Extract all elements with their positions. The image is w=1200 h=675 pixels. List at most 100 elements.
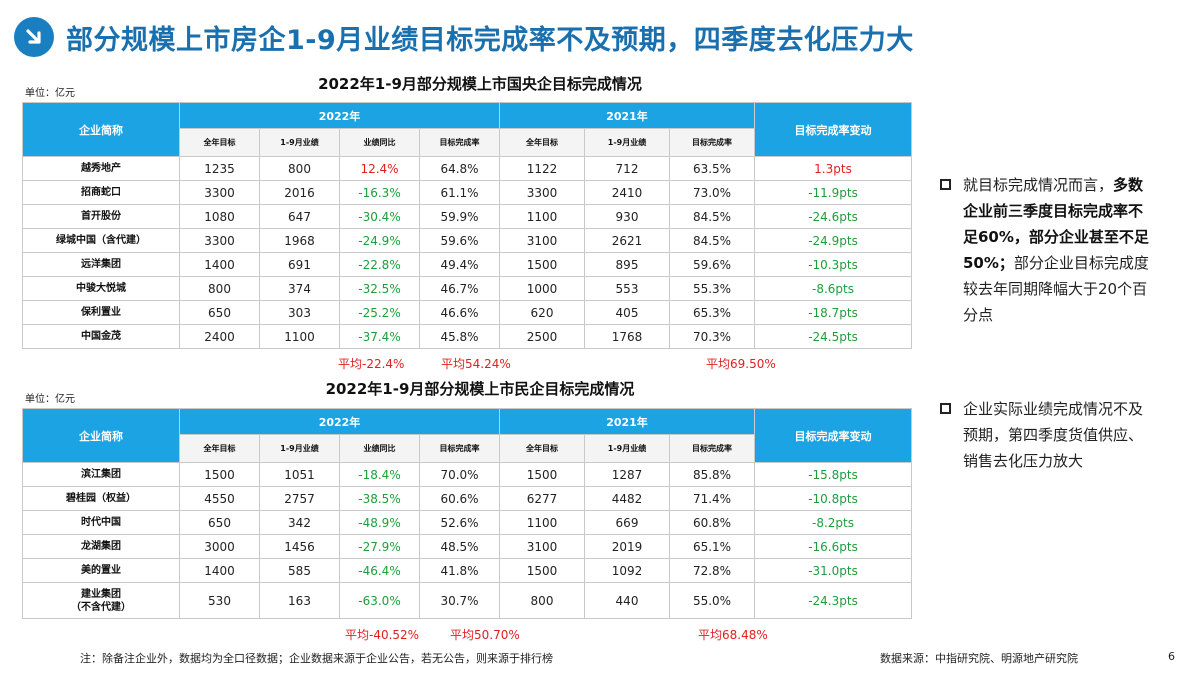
sales-2022: 1100 [259, 324, 340, 349]
sales-yoy: -48.9% [339, 510, 420, 535]
target-2022: 1235 [179, 156, 260, 181]
sales-2022: 2016 [259, 180, 340, 205]
company-name: 碧桂园（权益） [22, 486, 180, 511]
subheader-2021: 目标完成率 [668, 128, 756, 157]
company-name: 首开股份 [22, 204, 180, 229]
company-name-text: 远洋集团 [81, 259, 121, 270]
sales-2021: 895 [584, 252, 670, 277]
sales-2021: 405 [584, 300, 670, 325]
sales-yoy: -37.4% [339, 324, 420, 349]
sales-yoy: -32.5% [339, 276, 420, 301]
target-2021: 1500 [499, 462, 585, 487]
target-2022: 800 [179, 276, 260, 301]
table-row: 越秀地产 1235 800 12.4% 64.8% 1122 712 63.5% 1.3pts [22, 156, 913, 181]
sales-2021: 1287 [584, 462, 670, 487]
side-point-2-text: 企业实际业绩完成情况不及预期，第四季度货值供应、销售去化压力放大 [963, 400, 1144, 470]
rate-change: -8.2pts [754, 510, 913, 535]
target-2022: 3000 [179, 534, 260, 559]
avg-yoy-2: 平均-40.52% [345, 628, 420, 642]
company-name-note: （不含代建） [71, 601, 131, 613]
company-name: 中国金茂 [22, 324, 180, 349]
company-name-text: 滨江集团 [81, 469, 121, 480]
table-row: 首开股份 1080 647 -30.4% 59.9% 1100 930 84.5% -24.6p… [22, 204, 913, 229]
table-private: 企业简称 2022年 2021年 目标完成率变动 全年目标 1-9月业绩 业绩同比 目标完成率… [22, 408, 913, 619]
company-name: 远洋集团 [22, 252, 180, 277]
sales-2021: 553 [584, 276, 670, 301]
rate-2022: 70.0% [419, 462, 500, 487]
target-2021: 1500 [499, 558, 585, 583]
rate-2022: 46.7% [419, 276, 500, 301]
rate-2022: 49.4% [419, 252, 500, 277]
sales-2022: 1968 [259, 228, 340, 253]
sales-2021: 669 [584, 510, 670, 535]
rate-2022: 30.7% [419, 582, 500, 619]
rate-2021: 84.5% [668, 228, 756, 253]
sales-yoy: -38.5% [339, 486, 420, 511]
company-name-text: 中骏大悦城 [76, 283, 126, 294]
company-name: 龙湖集团 [22, 534, 180, 559]
sales-yoy: -22.8% [339, 252, 420, 277]
table-row: 美的置业 1400 585 -46.4% 41.8% 1500 1092 72.8% -31.0… [22, 558, 913, 583]
avg-rate22-2: 平均50.70% [450, 628, 520, 642]
avg-rate21-2: 平均68.48% [698, 628, 768, 642]
table-row: 碧桂园（权益） 4550 2757 -38.5% 60.6% 6277 4482 71.4% -… [22, 486, 913, 511]
subheader-2022: 目标完成率 [419, 128, 500, 157]
target-2022: 2400 [179, 324, 260, 349]
table-row: 招商蛇口 3300 2016 -16.3% 61.1% 3300 2410 73.0% -11.… [22, 180, 913, 205]
rate-2021: 55.0% [668, 582, 756, 619]
target-2021: 3300 [499, 180, 585, 205]
rate-change: -18.7pts [754, 300, 913, 325]
square-bullet-icon [940, 403, 951, 414]
company-name: 中骏大悦城 [22, 276, 180, 301]
target-2022: 4550 [179, 486, 260, 511]
subheader-2022: 业绩同比 [339, 434, 420, 463]
target-2021: 1500 [499, 252, 585, 277]
side-point-2: 企业实际业绩完成情况不及预期，第四季度货值供应、销售去化压力放大 [940, 396, 1150, 474]
table-row: 远洋集团 1400 691 -22.8% 49.4% 1500 895 59.6% -10.3p… [22, 252, 913, 277]
target-2022: 530 [179, 582, 260, 619]
table-title-1: 2022年1-9月部分规模上市国央企目标完成情况 [318, 75, 642, 93]
target-2021: 620 [499, 300, 585, 325]
company-name: 美的置业 [22, 558, 180, 583]
rate-2021: 60.8% [668, 510, 756, 535]
company-name-text: 时代中国 [81, 517, 121, 528]
side-point-1-detail: 部分企业目标完成度较去年同期降幅大于20个百分点 [963, 254, 1149, 324]
rate-change: -24.5pts [754, 324, 913, 349]
rate-2022: 61.1% [419, 180, 500, 205]
data-source: 数据来源：中指研究院、明源地产研究院 [880, 652, 1078, 665]
sales-yoy: -63.0% [339, 582, 420, 619]
sales-yoy: -46.4% [339, 558, 420, 583]
sales-2021: 2019 [584, 534, 670, 559]
rate-2021: 84.5% [668, 204, 756, 229]
sales-2022: 800 [259, 156, 340, 181]
company-name: 招商蛇口 [22, 180, 180, 205]
sales-2022: 374 [259, 276, 340, 301]
company-name-text: 龙湖集团 [81, 541, 121, 552]
company-name-text: 越秀地产 [81, 163, 121, 174]
header-year-2022: 2022年 [179, 408, 500, 435]
rate-2021: 65.1% [668, 534, 756, 559]
header-rate-change: 目标完成率变动 [754, 102, 913, 157]
sales-yoy: -27.9% [339, 534, 420, 559]
arrow-down-right-icon [14, 17, 54, 57]
sales-2022: 647 [259, 204, 340, 229]
table-row: 龙湖集团 3000 1456 -27.9% 48.5% 3100 2019 65.1% -16.… [22, 534, 913, 559]
square-bullet-icon [940, 179, 951, 190]
rate-2021: 70.3% [668, 324, 756, 349]
subheader-2021: 1-9月业绩 [584, 128, 670, 157]
subheader-2022: 全年目标 [179, 434, 260, 463]
sales-2021: 712 [584, 156, 670, 181]
rate-2022: 64.8% [419, 156, 500, 181]
sales-yoy: -16.3% [339, 180, 420, 205]
header-rate-change: 目标完成率变动 [754, 408, 913, 463]
subheader-2022: 1-9月业绩 [259, 128, 340, 157]
rate-2022: 52.6% [419, 510, 500, 535]
rate-2021: 63.5% [668, 156, 756, 181]
table-row: 时代中国 650 342 -48.9% 52.6% 1100 669 60.8% -8.2pts [22, 510, 913, 535]
company-name-text: 美的置业 [81, 565, 121, 576]
target-2021: 2500 [499, 324, 585, 349]
avg-rate21-1: 平均69.50% [706, 357, 776, 371]
avg-rate22-1: 平均54.24% [441, 357, 511, 371]
table-row: 建业集团 （不含代建） 530 163 -63.0% 30.7% 800 440 55.0% -2… [22, 582, 913, 619]
target-2021: 1122 [499, 156, 585, 181]
